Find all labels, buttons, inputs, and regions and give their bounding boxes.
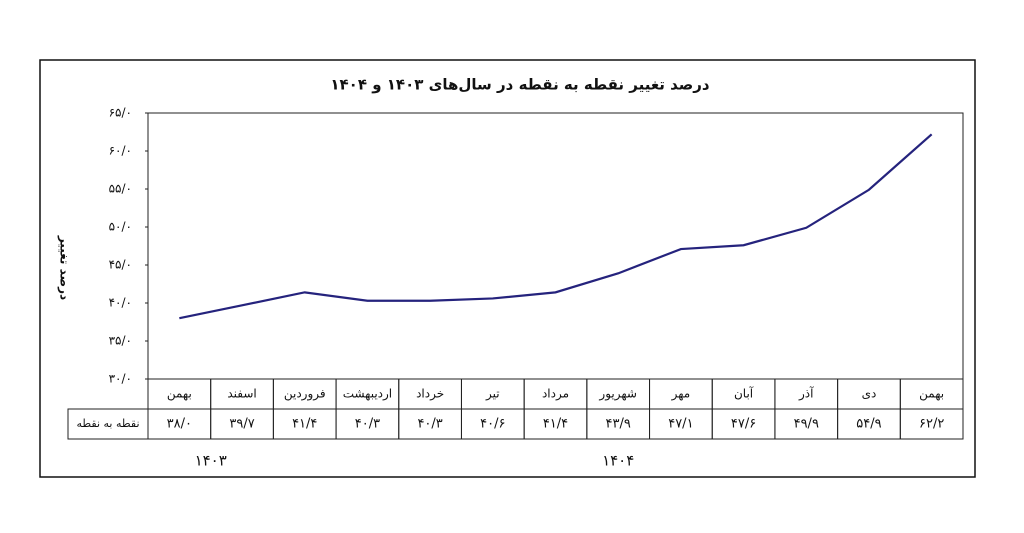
x-tick-label: آذر <box>798 386 814 402</box>
table-cell <box>67 408 149 440</box>
data-label: ۴۰/۳ <box>355 417 380 432</box>
legend-label: نقطه به نقطه <box>76 417 139 430</box>
x-tick-label: بهمن <box>167 387 192 402</box>
y-tick-label: ۶۰/۰ <box>109 144 132 158</box>
data-label: ۳۸/۰ <box>167 417 192 432</box>
y-tick-label: ۴۰/۰ <box>109 296 132 310</box>
data-label: ۴۳/۹ <box>606 417 631 432</box>
data-label: ۴۹/۹ <box>794 417 819 432</box>
data-label: ۳۹/۷ <box>229 417 254 432</box>
data-label: ۶۲/۲ <box>919 417 944 432</box>
x-tick-label: مهر <box>671 387 691 402</box>
chart-frame <box>39 59 976 478</box>
y-axis-label: درصد تغییر <box>58 235 72 300</box>
chart-title: درصد تغییر نقطه به نقطه در سال‌های ۱۴۰۳ … <box>330 76 710 94</box>
plot-area <box>147 112 964 380</box>
x-tick-label: اردیبهشت <box>343 387 392 402</box>
data-label: ۴۷/۱ <box>668 417 693 432</box>
data-label: ۴۰/۳ <box>417 417 442 432</box>
y-tick-label: ۳۵/۰ <box>109 334 132 348</box>
x-tick-label: شهریور <box>598 387 637 402</box>
x-group-label: ۱۴۰۴ <box>602 452 634 470</box>
data-label: ۴۱/۴ <box>543 417 568 432</box>
table-cell <box>899 408 964 440</box>
y-tick-label: ۵۵/۰ <box>109 182 132 196</box>
x-tick-label: اسفند <box>227 387 256 401</box>
y-tick-label: ۵۰/۰ <box>109 220 132 234</box>
x-tick-label: بهمن <box>919 387 944 402</box>
data-label: ۴۷/۶ <box>731 417 756 432</box>
y-tick-label: ۴۵/۰ <box>109 258 132 272</box>
x-tick-label: دی <box>862 387 877 401</box>
x-tick-label: خرداد <box>416 387 444 402</box>
data-label: ۵۴/۹ <box>856 417 881 432</box>
series-line <box>179 133 933 320</box>
data-label: ۴۰/۶ <box>480 417 505 432</box>
x-tick-label: تیر <box>485 387 500 402</box>
data-label: ۴۱/۴ <box>292 417 317 432</box>
x-tick-label: آبان <box>734 386 754 401</box>
x-group-label: ۱۴۰۳ <box>195 452 227 470</box>
y-tick-label: ۶۵/۰ <box>109 106 132 120</box>
x-tick-label: مرداد <box>542 387 569 402</box>
x-tick-label: فروردین <box>284 387 326 402</box>
y-tick-label: ۳۰/۰ <box>109 372 132 386</box>
